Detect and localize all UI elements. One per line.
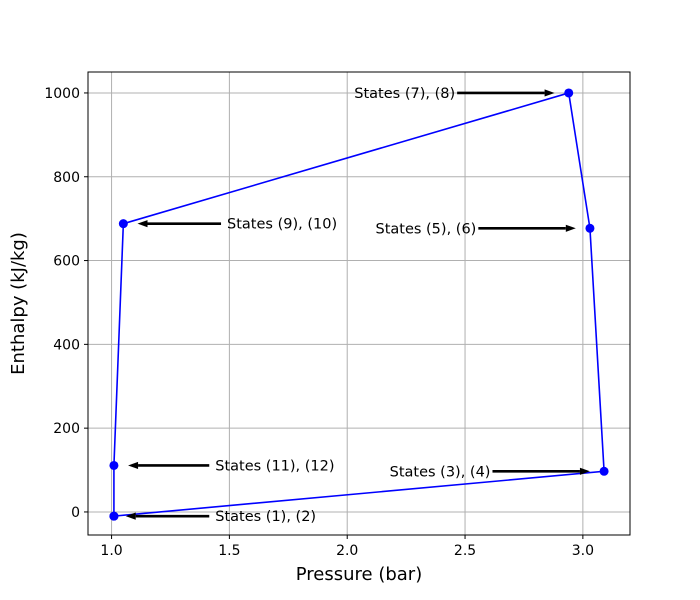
data-point (109, 511, 119, 521)
annotation-label: States (7), (8) (354, 86, 455, 102)
data-point (599, 466, 609, 476)
series-line (113, 91, 605, 517)
data-point (109, 460, 119, 470)
annotation-label: States (11), (12) (215, 458, 334, 474)
x-tick-label: 2.0 (336, 543, 358, 559)
annotation-arrow-head (544, 89, 555, 97)
annotation-arrow-head (128, 461, 139, 470)
y-tick-label: 0 (71, 505, 80, 521)
x-tick-label: 1.5 (218, 543, 240, 559)
annotation-label: States (1), (2) (215, 509, 316, 525)
annotation-arrow-head (565, 224, 576, 232)
plot-frame (87, 71, 631, 536)
grid (88, 72, 630, 535)
x-tick-label: 1.0 (100, 543, 122, 559)
annotation-label: States (3), (4) (390, 464, 491, 480)
annotation-label: States (5), (6) (375, 221, 476, 237)
y-tick-label: 200 (53, 421, 80, 437)
y-tick-label: 400 (53, 337, 80, 353)
x-axis-label: Pressure (bar) (296, 564, 422, 585)
data-point (118, 219, 128, 229)
annotations: States (1), (2) States (3), (4) States (5)… (125, 86, 590, 525)
annotation-label: States (9), (10) (227, 217, 337, 233)
axis-ticks: 1.0 1.5 2.0 2.5 3.0 0 200 400 600 800 1000 (44, 86, 594, 559)
x-tick-label: 2.5 (454, 543, 476, 559)
data-point (564, 88, 574, 98)
y-axis-label: Enthalpy (kJ/kg) (8, 232, 29, 375)
data-series (109, 88, 609, 521)
annotation-arrow-head (137, 220, 148, 228)
data-point (585, 223, 595, 233)
annotation-arrow-head (579, 467, 590, 475)
y-tick-label: 1000 (44, 86, 80, 102)
annotation-arrow-head (125, 512, 136, 520)
y-tick-label: 600 (53, 254, 80, 270)
y-tick-label: 800 (53, 170, 80, 186)
x-tick-label: 3.0 (572, 543, 594, 559)
